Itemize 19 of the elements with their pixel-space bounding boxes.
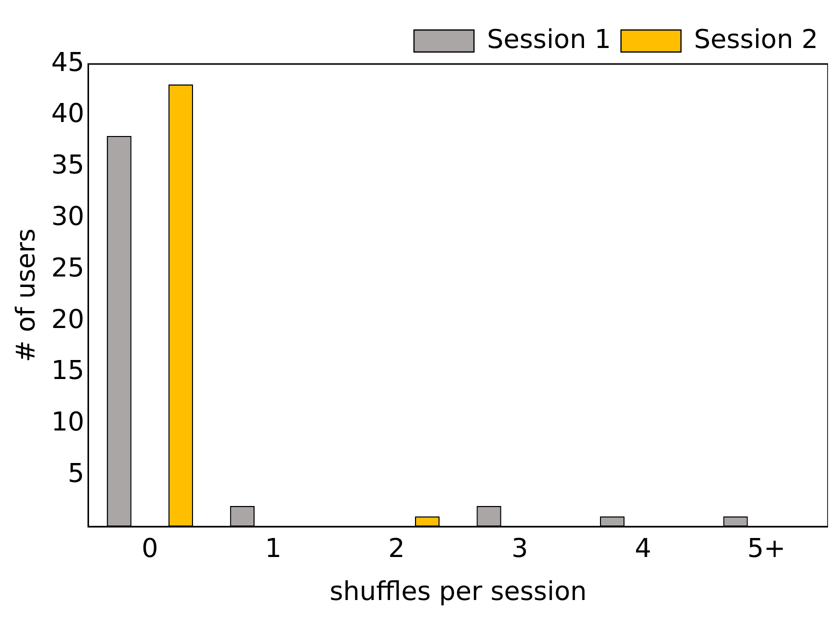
y-tick-label: 40 — [51, 99, 84, 130]
y-tick-label: 45 — [51, 48, 84, 78]
y-tick-label: 15 — [51, 356, 84, 386]
y-tick-label: 35 — [51, 150, 84, 181]
legend-label: Session 1 — [486, 24, 611, 55]
y-tick-label: 10 — [51, 408, 84, 438]
x-tick-label: 0 — [142, 534, 158, 564]
y-tick-label: 30 — [51, 202, 84, 232]
x-tick-label: 1 — [264, 534, 282, 564]
x-tick-label: 5+ — [747, 534, 786, 564]
x-tick-label: 4 — [634, 534, 652, 564]
legend-label: Session 2 — [694, 24, 818, 55]
x-tick-label: 2 — [388, 534, 405, 564]
y-tick-label: 20 — [51, 304, 84, 335]
y-tick-label: 25 — [51, 253, 84, 284]
x-tick-label: 3 — [512, 534, 528, 564]
y-axis-title: # of users — [11, 228, 42, 362]
x-axis-title: shuffles per session — [330, 577, 587, 608]
y-tick-label: 5 — [68, 458, 84, 489]
